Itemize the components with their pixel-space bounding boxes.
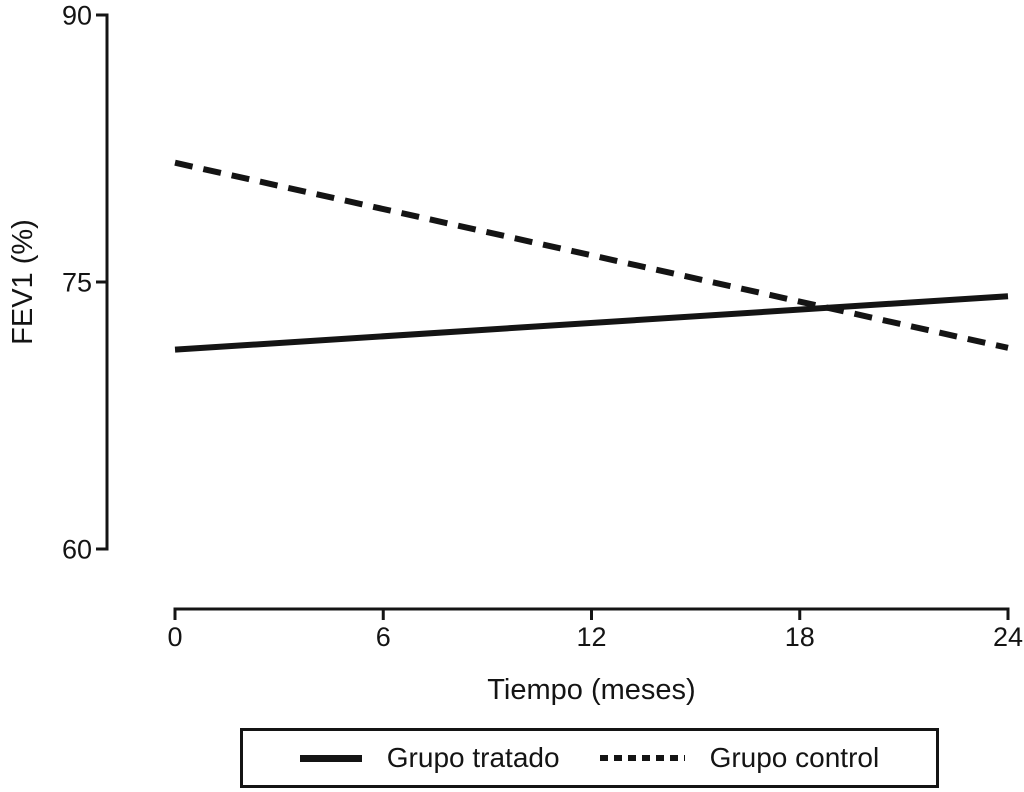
y-axis-title: FEV1 (%) [7, 219, 39, 345]
x-tick-label: 0 [167, 622, 182, 652]
plot-area: 90 75 60 FEV1 (%) 0 6 12 18 24 Tiempo (meses) [7, 1, 1023, 707]
legend-item-grupo-tratado: Grupo tratado [299, 742, 560, 774]
y-tick-label: 75 [62, 268, 92, 298]
x-tick-label: 18 [785, 622, 815, 652]
y-tick-label: 90 [62, 1, 92, 31]
dashed-line-sample-icon [599, 755, 685, 761]
x-tick-label: 6 [376, 622, 391, 652]
x-tick-label: 12 [576, 622, 606, 652]
legend-label: Grupo control [709, 742, 880, 773]
series-line-grupo-tratado [174, 293, 1009, 353]
series-line-grupo-control [174, 159, 1009, 351]
x-axis-title: Tiempo (meses) [487, 674, 695, 706]
y-tick-label: 60 [62, 535, 92, 565]
legend-box: Grupo tratado Grupo control [240, 728, 939, 788]
legend-label: Grupo tratado [386, 742, 560, 773]
legend-item-grupo-control: Grupo control [599, 742, 880, 774]
x-tick-label: 24 [993, 622, 1023, 652]
solid-line-sample-icon [299, 754, 362, 762]
